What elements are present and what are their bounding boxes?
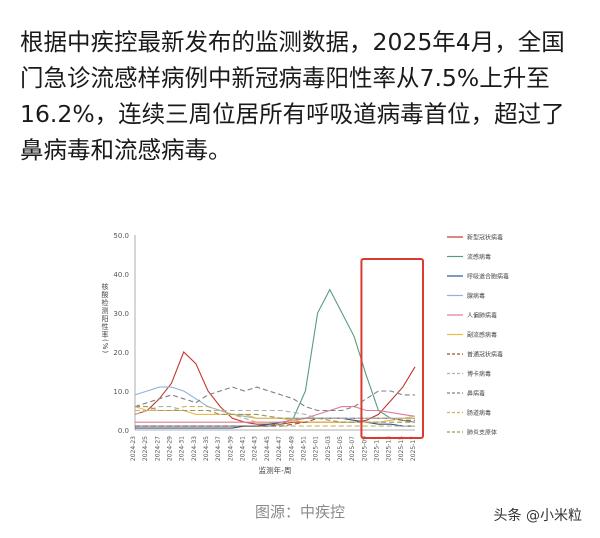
image-caption: 图源：中疾控 [254, 503, 345, 521]
x-tick-label: 2025-17 [410, 436, 417, 461]
x-tick-label: 2024-23 [130, 436, 137, 461]
x-tick-label: 2025-03 [325, 436, 332, 461]
y-tick-label: 30.0 [113, 310, 129, 318]
x-tick-label: 2025-01 [313, 436, 320, 461]
legend-label: 呼吸道合胞病毒 [467, 273, 509, 281]
x-tick-label: 2024-45 [264, 436, 271, 461]
series-line [134, 351, 416, 425]
x-tick-label: 2024-51 [300, 436, 307, 461]
series-line [135, 406, 416, 423]
y-tick-label: 10.0 [113, 388, 129, 396]
series-lines [134, 288, 416, 429]
x-tick-label: 2024-49 [288, 436, 295, 461]
x-axis: 2024-23 2024-25 2024-27 2024-29 2024-31 2024-… [130, 429, 417, 461]
x-tick-label: 2024-33 [191, 436, 198, 461]
series-line [135, 406, 415, 419]
positivity-rate-chart: 0.0 10.0 20.0 30.0 40.0 50.0 2024-23 2024-25 20… [95, 225, 515, 495]
y-axis-label: 核酸检测阳性率(%) [101, 282, 109, 354]
series-line [135, 406, 415, 423]
x-tick-label: 2024-47 [276, 436, 283, 461]
watermark: 头条 @小米粒 [494, 505, 582, 525]
series-line [134, 386, 415, 412]
y-tick-label: 0.0 [118, 427, 129, 435]
x-tick-label: 2024-25 [142, 436, 149, 461]
legend-label: 腺病毒 [467, 292, 485, 300]
legend-label: 副流感病毒 [467, 331, 497, 339]
x-tick-label: 2025-13 [386, 436, 393, 461]
legend-label: 鼻病毒 [467, 390, 485, 398]
x-tick-label: 2025-05 [337, 436, 344, 461]
x-tick-label: 2024-35 [203, 436, 210, 461]
x-tick-label: 2024-27 [154, 436, 161, 461]
legend-label: 流感病毒 [467, 253, 491, 261]
x-tick-label: 2024-39 [227, 436, 234, 461]
x-tick-label: 2025-11 [373, 436, 380, 461]
x-axis-label: 监测年-周 [259, 465, 292, 475]
watermark-text: 头条 @小米粒 [493, 508, 582, 524]
y-tick-label: 50.0 [113, 232, 129, 240]
y-axis: 0.0 10.0 20.0 30.0 40.0 50.0 [113, 232, 136, 435]
legend-label: 普通冠状病毒 [467, 351, 503, 359]
x-tick-label: 2025-15 [398, 436, 405, 461]
x-tick-label: 2025-07 [349, 436, 356, 461]
x-tick-label: 2024-43 [252, 436, 259, 461]
x-tick-label: 2024-37 [215, 436, 222, 461]
legend-label: 新型冠状病毒 [467, 234, 503, 242]
y-tick-label: 40.0 [113, 271, 129, 279]
legend-label: 肺炎支原体 [467, 429, 497, 437]
series-line [135, 288, 416, 427]
x-tick-label: 2024-29 [167, 436, 174, 461]
chart-svg: 0.010.020.030.040.050.0 2024-23 2024-25 20… [101, 232, 509, 475]
legend-label: 博卡病毒 [467, 370, 491, 378]
legend-label: 肠道病毒 [467, 409, 491, 417]
series-line [134, 386, 415, 419]
x-tick-label: 2025-09 [361, 436, 368, 461]
legend: 新型冠状病毒流感病毒呼吸道合胞病毒腺病毒人偏肺病毒副流感病毒普通冠状病毒博卡病毒… [447, 234, 509, 437]
legend-label: 人偏肺病毒 [467, 312, 497, 320]
x-tick-label: 2024-31 [179, 436, 186, 461]
x-tick-label: 2024-41 [240, 436, 247, 461]
article-paragraph: 根据中疾控最新发布的监测数据，2025年4月，全国门急诊流感样病例中新冠病毒阳性… [20, 28, 565, 164]
highlight-box [360, 258, 424, 439]
y-tick-label: 20.0 [113, 349, 129, 357]
